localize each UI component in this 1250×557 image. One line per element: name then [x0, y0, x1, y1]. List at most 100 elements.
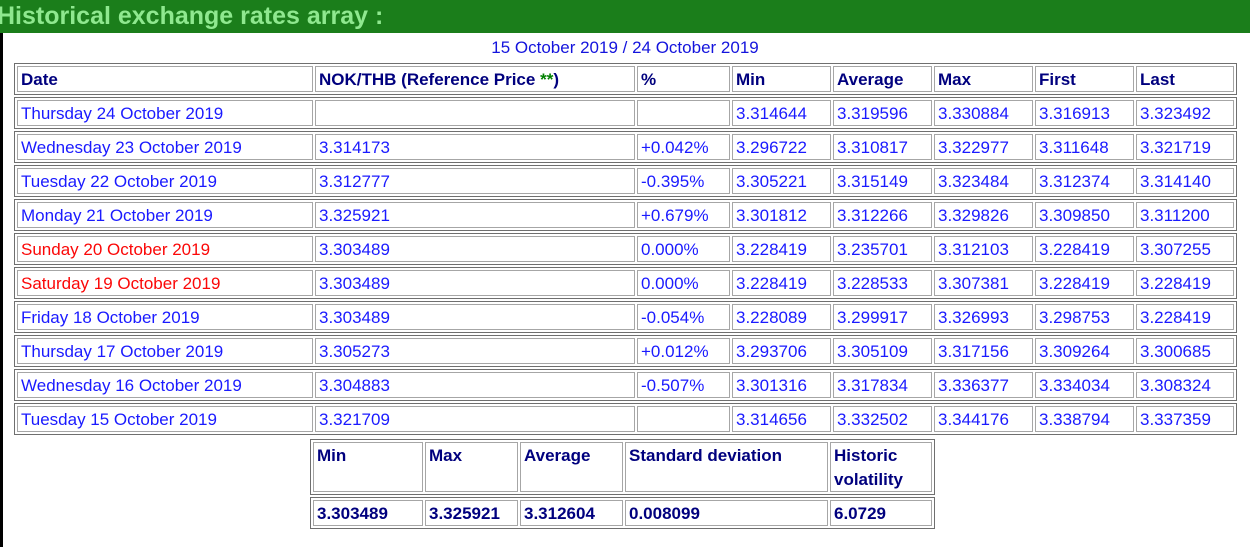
- percent-cell: [637, 100, 730, 126]
- percent-cell: +0.679%: [637, 202, 730, 228]
- percent-cell: [637, 406, 730, 432]
- max-cell: 3.344176: [934, 406, 1033, 432]
- average-cell: 3.299917: [833, 304, 932, 330]
- col-header-rate: NOK/THB (Reference Price **): [315, 66, 635, 92]
- col-header-average: Average: [833, 66, 932, 92]
- col-header-min: Min: [732, 66, 831, 92]
- summary-volatility-value: 6.0729: [830, 500, 932, 526]
- max-cell: 3.307381: [934, 270, 1033, 296]
- table-row: Wednesday 16 October 2019 3.304883 -0.50…: [14, 369, 1237, 401]
- summary-values-row: 3.303489 3.325921 3.312604 0.008099 6.07…: [310, 497, 935, 529]
- col-header-percent: %: [637, 66, 730, 92]
- rate-cell: 3.305273: [315, 338, 635, 364]
- summary-col-volatility: Historic volatility: [830, 442, 932, 492]
- summary-average-value: 3.312604: [520, 500, 623, 526]
- col-header-first: First: [1035, 66, 1134, 92]
- first-cell: 3.338794: [1035, 406, 1134, 432]
- summary-col-stdev: Standard deviation: [625, 442, 828, 492]
- table-row: Tuesday 22 October 2019 3.312777 -0.395%…: [14, 165, 1237, 197]
- table-row: Monday 21 October 2019 3.325921 +0.679% …: [14, 199, 1237, 231]
- rate-cell: 3.303489: [315, 236, 635, 262]
- rate-cell: 3.321709: [315, 406, 635, 432]
- min-cell: 3.301316: [732, 372, 831, 398]
- rate-cell: 3.304883: [315, 372, 635, 398]
- min-cell: 3.296722: [732, 134, 831, 160]
- first-cell: 3.228419: [1035, 270, 1134, 296]
- summary-header-row: Min Max Average Standard deviation Histo…: [310, 439, 935, 495]
- last-cell: 3.311200: [1136, 202, 1234, 228]
- min-cell: 3.228419: [732, 270, 831, 296]
- min-cell: 3.314656: [732, 406, 831, 432]
- table-row: Saturday 19 October 2019 3.303489 0.000%…: [14, 267, 1237, 299]
- summary-col-max: Max: [425, 442, 518, 492]
- min-cell: 3.228089: [732, 304, 831, 330]
- col-header-date: Date: [17, 66, 313, 92]
- percent-cell: +0.012%: [637, 338, 730, 364]
- percent-cell: -0.395%: [637, 168, 730, 194]
- max-cell: 3.329826: [934, 202, 1033, 228]
- summary-max-value: 3.325921: [425, 500, 518, 526]
- last-cell: 3.321719: [1136, 134, 1234, 160]
- last-cell: 3.228419: [1136, 270, 1234, 296]
- date-cell: Thursday 24 October 2019: [17, 100, 313, 126]
- date-cell: Tuesday 15 October 2019: [17, 406, 313, 432]
- average-cell: 3.305109: [833, 338, 932, 364]
- min-cell: 3.305221: [732, 168, 831, 194]
- date-cell: Thursday 17 October 2019: [17, 338, 313, 364]
- date-cell: Saturday 19 October 2019: [17, 270, 313, 296]
- last-cell: 3.307255: [1136, 236, 1234, 262]
- date-cell: Wednesday 16 October 2019: [17, 372, 313, 398]
- date-cell: Wednesday 23 October 2019: [17, 134, 313, 160]
- summary-min-value: 3.303489: [313, 500, 423, 526]
- max-cell: 3.317156: [934, 338, 1033, 364]
- percent-cell: 0.000%: [637, 236, 730, 262]
- last-cell: 3.308324: [1136, 372, 1234, 398]
- first-cell: 3.309850: [1035, 202, 1134, 228]
- last-cell: 3.228419: [1136, 304, 1234, 330]
- max-cell: 3.322977: [934, 134, 1033, 160]
- last-cell: 3.337359: [1136, 406, 1234, 432]
- first-cell: 3.316913: [1035, 100, 1134, 126]
- table-row: Wednesday 23 October 2019 3.314173 +0.04…: [14, 131, 1237, 163]
- table-row: Tuesday 15 October 2019 3.321709 3.31465…: [14, 403, 1237, 435]
- first-cell: 3.312374: [1035, 168, 1134, 194]
- date-cell: Sunday 20 October 2019: [17, 236, 313, 262]
- rate-cell: 3.312777: [315, 168, 635, 194]
- date-cell: Monday 21 October 2019: [17, 202, 313, 228]
- first-cell: 3.298753: [1035, 304, 1134, 330]
- col-header-max: Max: [934, 66, 1033, 92]
- average-cell: 3.317834: [833, 372, 932, 398]
- rate-cell: 3.303489: [315, 270, 635, 296]
- average-cell: 3.228533: [833, 270, 932, 296]
- table-row: Thursday 17 October 2019 3.305273 +0.012…: [14, 335, 1237, 367]
- last-cell: 3.314140: [1136, 168, 1234, 194]
- summary-stdev-value: 0.008099: [625, 500, 828, 526]
- average-cell: 3.235701: [833, 236, 932, 262]
- table-header-row: Date NOK/THB (Reference Price **) % Min …: [14, 63, 1237, 95]
- average-cell: 3.315149: [833, 168, 932, 194]
- min-cell: 3.293706: [732, 338, 831, 364]
- max-cell: 3.323484: [934, 168, 1033, 194]
- percent-cell: -0.054%: [637, 304, 730, 330]
- percent-cell: 0.000%: [637, 270, 730, 296]
- rate-cell: 3.325921: [315, 202, 635, 228]
- exchange-rates-table: Date NOK/THB (Reference Price **) % Min …: [14, 63, 1237, 435]
- average-cell: 3.312266: [833, 202, 932, 228]
- date-range-subtitle: 15 October 2019 / 24 October 2019: [491, 38, 759, 57]
- min-cell: 3.228419: [732, 236, 831, 262]
- first-cell: 3.228419: [1035, 236, 1134, 262]
- rate-cell: 3.303489: [315, 304, 635, 330]
- first-cell: 3.311648: [1035, 134, 1134, 160]
- min-cell: 3.314644: [732, 100, 831, 126]
- summary-col-min: Min: [313, 442, 423, 492]
- first-cell: 3.309264: [1035, 338, 1134, 364]
- col-header-last: Last: [1136, 66, 1234, 92]
- table-row: Sunday 20 October 2019 3.303489 0.000% 3…: [14, 233, 1237, 265]
- max-cell: 3.326993: [934, 304, 1033, 330]
- table-row: Thursday 24 October 2019 3.314644 3.3195…: [14, 97, 1237, 129]
- footnote-asterisks: **: [540, 70, 554, 89]
- date-cell: Friday 18 October 2019: [17, 304, 313, 330]
- first-cell: 3.334034: [1035, 372, 1134, 398]
- summary-col-average: Average: [520, 442, 623, 492]
- average-cell: 3.332502: [833, 406, 932, 432]
